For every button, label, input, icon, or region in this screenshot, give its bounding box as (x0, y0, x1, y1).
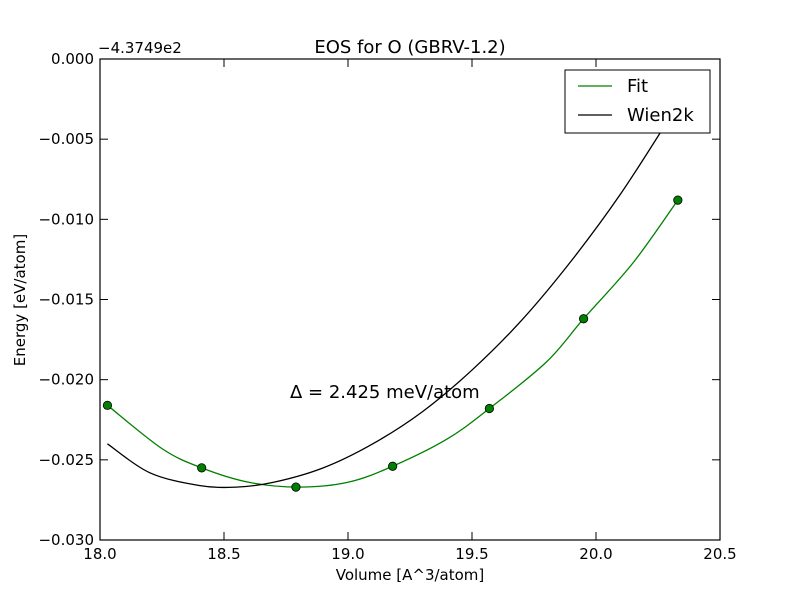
legend-box (564, 69, 711, 134)
data-point (484, 403, 494, 414)
y-tick-label: −0.015 (38, 291, 94, 309)
x-axis-title: Volume [A^3/atom] (336, 566, 485, 584)
legend: Fit Wien2k (564, 69, 711, 134)
legend-label-fit: Fit (627, 76, 648, 97)
x-tick-label: 19.5 (455, 545, 488, 563)
series-layer (102, 116, 683, 492)
y-tick-label: −0.020 (38, 371, 94, 389)
y-ticks: 0.000 −0.005 −0.010 −0.015 −0.020 −0.025 −0.03… (38, 50, 720, 549)
x-ticks: 18.0 18.5 19.0 19.5 20.0 20.5 (83, 59, 737, 563)
chart-title: EOS for O (GBRV-1.2) (314, 37, 505, 58)
series-line-wien2k (107, 116, 671, 489)
legend-label-wien2k: Wien2k (627, 105, 694, 126)
plot-frame (99, 58, 721, 541)
y-tick-label: −0.005 (38, 130, 94, 148)
y-tick-label: −0.025 (38, 451, 94, 469)
data-point (102, 400, 113, 410)
data-point (578, 314, 589, 324)
x-tick-label: 20.5 (703, 545, 736, 563)
series-line-fit (107, 199, 679, 488)
y-offset-label: −4.3749e2 (98, 39, 182, 57)
data-point (291, 482, 301, 492)
data-point (197, 463, 207, 473)
delta-annotation: Δ = 2.425 meV/atom (290, 382, 480, 403)
x-tick-label: 19.0 (331, 545, 364, 563)
y-axis-title: Energy [eV/atom] (11, 234, 29, 366)
x-tick-label: 18.0 (83, 545, 116, 563)
y-tick-label: −0.010 (38, 210, 94, 228)
y-tick-label: −0.030 (38, 531, 94, 549)
y-tick-label: 0.000 (51, 50, 94, 68)
data-point (388, 461, 398, 471)
x-tick-label: 18.5 (207, 545, 240, 563)
x-tick-label: 20.0 (579, 545, 612, 563)
data-point (673, 195, 683, 205)
